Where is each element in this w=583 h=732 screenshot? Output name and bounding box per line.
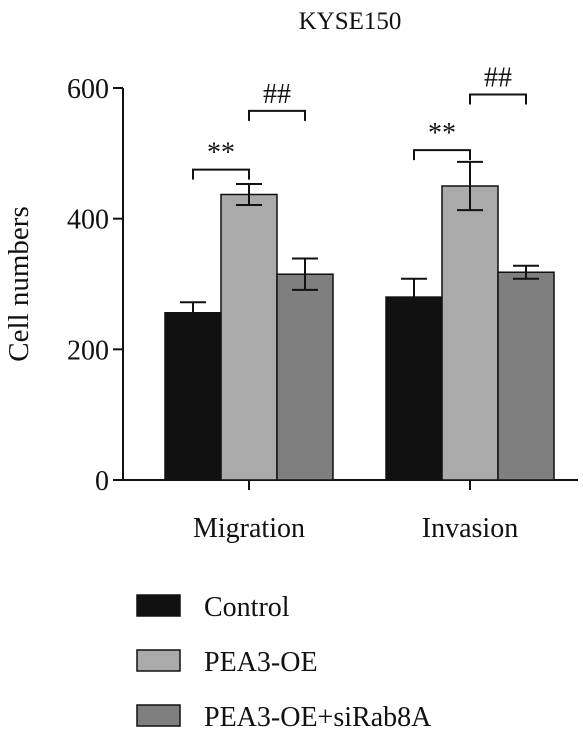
- legend-swatch: [136, 649, 181, 672]
- bar: [441, 185, 499, 481]
- axes: 0 200 400 600 Migration Invasion: [67, 74, 578, 544]
- bar: [385, 296, 443, 481]
- legend-swatch: [136, 594, 181, 617]
- significance-label: **: [428, 118, 456, 149]
- legend: Control PEA3-OE PEA3-OE+siRab8A: [136, 592, 432, 732]
- y-axis-label: Cell numbers: [3, 206, 35, 361]
- significance-label: **: [207, 138, 235, 169]
- x-tick-label: Invasion: [422, 513, 518, 544]
- significance-label: ##: [484, 63, 512, 94]
- legend-label: Control: [204, 592, 290, 623]
- y-tick-label: 400: [67, 205, 109, 236]
- x-tick-label: Migration: [193, 513, 305, 544]
- y-tick-label: 600: [67, 74, 109, 105]
- y-tick-label: 200: [67, 335, 109, 366]
- significance-bracket: [413, 149, 471, 161]
- bar: [276, 273, 334, 481]
- bars: [164, 160, 555, 481]
- significance-bracket: [248, 109, 306, 121]
- legend-label: PEA3-OE: [204, 647, 318, 678]
- y-tick-label: 0: [95, 466, 109, 497]
- significance-bracket: [469, 93, 527, 105]
- bar: [164, 311, 222, 481]
- legend-label: PEA3-OE+siRab8A: [204, 702, 432, 732]
- significance-bracket: [192, 168, 250, 180]
- significance-annotations: ** ## ** ##: [192, 63, 527, 180]
- significance-label: ##: [263, 79, 291, 110]
- legend-swatch: [136, 704, 181, 727]
- bar: [497, 271, 555, 481]
- bar: [220, 193, 278, 481]
- chart-title: KYSE150: [299, 8, 402, 35]
